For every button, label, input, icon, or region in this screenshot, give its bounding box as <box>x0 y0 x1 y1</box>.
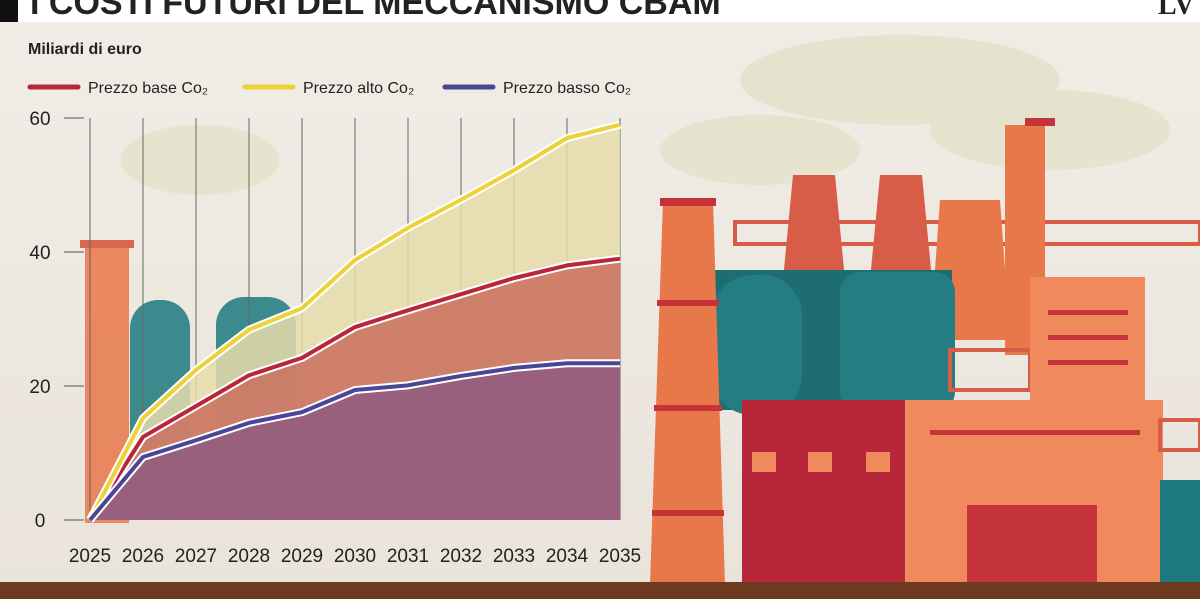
area <box>90 363 620 520</box>
title-band <box>0 0 1200 22</box>
logo: LV <box>1158 0 1194 21</box>
legend-label: Prezzo alto Co₂ <box>303 80 414 97</box>
y-tick-label: 40 <box>29 243 50 264</box>
x-tick-label: 2029 <box>281 546 323 567</box>
y-tick-label: 60 <box>29 109 50 130</box>
y-tick-label: 0 <box>35 511 46 532</box>
x-tick-label: 2035 <box>599 546 641 567</box>
line <box>88 122 621 521</box>
smoke <box>120 35 1170 195</box>
plot: Prezzo base Co₂ Prezzo alto Co₂ Prezzo bas… <box>27 80 641 567</box>
x-tick-label: 2033 <box>493 546 535 567</box>
ground <box>0 582 1200 599</box>
x-tick-label: 2025 <box>69 546 111 567</box>
x-tick-label: 2030 <box>334 546 376 567</box>
y-axis-label: Miliardi di euro <box>28 41 142 58</box>
line <box>88 256 621 522</box>
x-tick-label: 2027 <box>175 546 217 567</box>
x-tick-label: 2034 <box>546 546 589 567</box>
title-marker <box>0 0 18 22</box>
x-tick-label: 2028 <box>228 546 270 567</box>
page-title: I COSTI FUTURI DEL MECCANISMO CBAM <box>30 0 721 22</box>
x-tick-label: 2031 <box>387 546 429 567</box>
y-tick-label: 20 <box>29 377 50 398</box>
legend-label: Prezzo basso Co₂ <box>503 80 631 97</box>
line <box>88 361 620 522</box>
legend-label: Prezzo base Co₂ <box>88 80 208 97</box>
x-tick-label: 2032 <box>440 546 482 567</box>
factory-right <box>650 118 1200 585</box>
x-tick-label: 2026 <box>122 546 164 567</box>
